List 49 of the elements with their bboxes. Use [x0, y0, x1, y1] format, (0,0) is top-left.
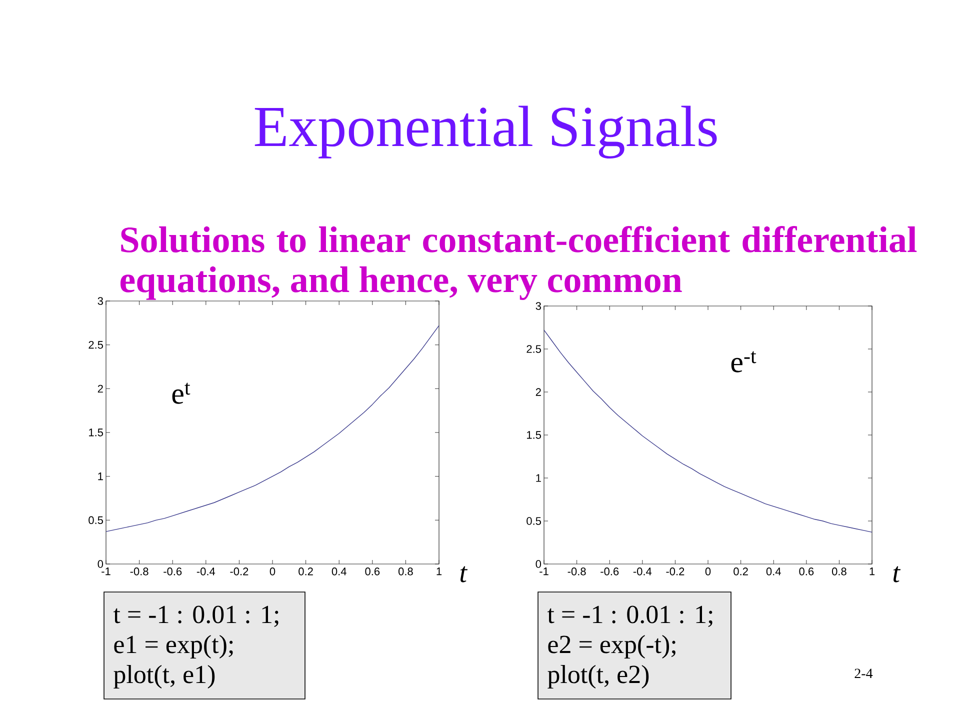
y-tick-label: 3 [98, 297, 103, 305]
y-tick-label: 1 [536, 474, 541, 482]
x-tick-label: 0.6 [365, 568, 380, 576]
y-tick-label: 0 [98, 560, 104, 568]
x-tick-label: -1 [540, 568, 548, 576]
text: t = -1 : 0.01 : 1; [547, 606, 712, 627]
y-tick-label: 1.5 [527, 431, 542, 439]
x-tick-label: 0.2 [734, 568, 748, 576]
x-tick-label: 0.8 [398, 568, 413, 576]
x-tick-label: -0.6 [164, 568, 182, 576]
x-tick-label: -0.6 [600, 568, 619, 576]
y-tick-label: 2.5 [88, 340, 103, 349]
y-tick-label: 2 [98, 384, 103, 393]
x-tick-label: -0.2 [230, 568, 248, 576]
x-axis-title: t [460, 566, 468, 582]
text: t = -1 : 0.01 : 1; [113, 606, 278, 627]
y-tick-label: 2 [536, 388, 541, 396]
x-tick-label: -1 [102, 568, 110, 576]
x-tick-label: 0.2 [298, 568, 313, 576]
y-tick-label: 0.5 [526, 517, 542, 525]
y-tick-label: 1 [98, 472, 103, 480]
text: e$^{t}$ [172, 382, 190, 404]
y-tick-label: 3 [536, 302, 541, 310]
x-axis-title: t [893, 566, 901, 582]
x-tick-label: -0.8 [568, 568, 586, 576]
y-tick-label: 0.5 [88, 516, 103, 524]
x-tick-label: 0.8 [832, 568, 846, 576]
text: e1 = exp(t); [114, 634, 233, 659]
text: plot(t, e2) [548, 664, 649, 689]
x-tick-label: -0.4 [196, 568, 216, 576]
text: e$^{-t}$ [731, 351, 756, 372]
x-tick-label: 0.4 [332, 568, 346, 576]
text: plot(t, e1) [114, 664, 215, 689]
y-tick-label: 0 [536, 560, 542, 568]
x-tick-label: 1 [436, 568, 442, 576]
y-tick-label: 1.5 [89, 428, 103, 436]
x-tick-label: -0.2 [666, 568, 684, 576]
x-tick-label: 0 [270, 568, 276, 576]
x-tick-label: 0.6 [799, 568, 814, 576]
y-tick-label: 2.5 [526, 345, 542, 353]
x-tick-label: 0 [705, 568, 711, 576]
x-tick-label: 0.4 [766, 568, 781, 576]
x-tick-label: 1 [870, 568, 875, 576]
text: Solutions to linear constant-coefficient differential equations, and hence, very common [120, 226, 917, 300]
text: 2-4 [854, 668, 873, 678]
x-tick-label: -0.4 [633, 568, 652, 576]
x-tick-label: -0.8 [130, 568, 148, 576]
chart-title: Exponential Signals [254, 106, 717, 159]
text: e2 = exp(-t); [548, 634, 676, 659]
